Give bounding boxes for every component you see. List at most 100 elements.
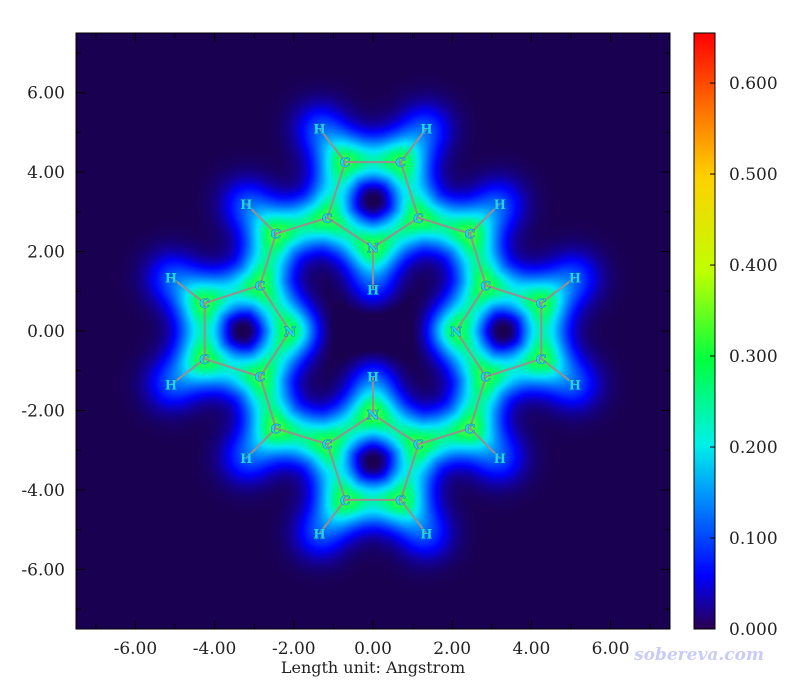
bond-line (318, 127, 347, 163)
atom-label: H (367, 371, 379, 386)
y-tick-label: 2.00 (27, 243, 65, 263)
bond-line (418, 216, 471, 235)
atom-label: C (481, 279, 491, 294)
x-axis-label: Length unit: Angstrom (281, 658, 465, 677)
bond-line (275, 216, 328, 235)
x-axis-ticks: -6.00 -4.00 -2.00 0.00 2.00 4.00 6.00 (95, 33, 651, 659)
bond-line (259, 376, 277, 429)
atom-label: H (494, 198, 506, 213)
watermark: sobereva.com (633, 645, 764, 665)
bond-line (275, 427, 328, 446)
atom-label: C (396, 494, 406, 509)
colorbar-tick-label: 0.400 (729, 256, 778, 276)
colorbar-tick-label: 0.500 (729, 165, 778, 185)
x-tick-label: -6.00 (114, 639, 158, 659)
bond-line (455, 284, 487, 332)
y-tick-label: -2.00 (21, 401, 65, 421)
y-tick-label: -6.00 (21, 560, 65, 580)
y-axis-ticks: 6.00 4.00 2.00 0.00 -2.00 -4.00 -6.00 (21, 52, 670, 610)
atom-label: H (569, 379, 581, 394)
atom-label: H (420, 122, 432, 137)
atom-label: C (536, 353, 546, 368)
plot-area: N N N N H H C C C C H H C C C C H H C C C C H H C C C C H H C C C C H H H H (75, 32, 671, 630)
bond-line (259, 284, 291, 332)
atom-label: H (494, 452, 506, 467)
x-tick-label: -2.00 (272, 639, 316, 659)
bond-line (399, 499, 428, 535)
colorbar-tick-label: 0.000 (729, 620, 778, 640)
colorbar: 0.000 0.100 0.200 0.300 0.400 0.500 0.600 (693, 32, 778, 640)
atoms-layer: N N N N H H C C C C H H C C C C H H C C C C H H C C C C H H C C C C H H H H (165, 122, 582, 543)
bond-line (326, 413, 374, 446)
bond-line (485, 284, 542, 305)
colorbar-ticks: 0.000 0.100 0.200 0.300 0.400 0.500 0.600 (710, 74, 778, 640)
bond-line (318, 499, 347, 535)
atom-label: N (367, 242, 379, 257)
atom-label: C (396, 156, 406, 171)
atom-label: C (255, 279, 265, 294)
atom-label: C (340, 494, 350, 509)
bond-line (372, 413, 420, 446)
atom-label: C (322, 438, 332, 453)
atom-label: C (413, 212, 423, 227)
x-tick-label: -4.00 (193, 639, 237, 659)
bond-line (204, 357, 261, 378)
atom-label: C (413, 438, 423, 453)
bond-line (170, 358, 206, 386)
atom-label: H (569, 271, 581, 286)
bond-line (469, 427, 501, 459)
bond-line (399, 127, 428, 163)
atom-label: C (322, 212, 332, 227)
density-heatmap-image (76, 33, 670, 629)
atom-label: H (367, 283, 379, 298)
x-tick-label: 2.00 (433, 639, 471, 659)
bond-line (326, 161, 347, 219)
x-tick-label: 4.00 (512, 639, 550, 659)
atom-label: C (200, 297, 210, 312)
atom-label: N (284, 325, 296, 340)
bond-line (540, 358, 576, 386)
bond-line (259, 330, 291, 378)
bond-line (204, 284, 261, 305)
colorbar-tick-label: 0.200 (729, 438, 778, 458)
bond-line (259, 233, 277, 286)
y-tick-label: 4.00 (27, 163, 65, 183)
atom-label: H (313, 528, 325, 543)
bond-line (399, 161, 420, 219)
atom-label: C (481, 371, 491, 386)
atom-label: C (200, 353, 210, 368)
x-tick-label: 0.00 (354, 639, 392, 659)
atom-label: H (165, 271, 177, 286)
bond-line (245, 427, 277, 459)
atom-label: H (313, 122, 325, 137)
atom-label: H (240, 452, 252, 467)
y-tick-label: 0.00 (27, 322, 65, 342)
bond-line (372, 216, 420, 249)
atom-label: H (240, 198, 252, 213)
bond-line (418, 427, 471, 446)
atom-label: C (340, 156, 350, 171)
atom-label: C (271, 422, 281, 437)
bond-line (399, 443, 420, 501)
colorbar-tick-label: 0.600 (729, 74, 778, 94)
bond-line (485, 357, 542, 378)
atom-label: C (465, 228, 475, 243)
atom-label: C (465, 422, 475, 437)
y-tick-label: -4.00 (21, 481, 65, 501)
bond-line (469, 233, 487, 286)
x-tick-label: 6.00 (592, 639, 630, 659)
bond-line (469, 203, 501, 235)
atom-label: N (367, 408, 379, 423)
bond-line (245, 203, 277, 235)
atom-label: H (165, 379, 177, 394)
atom-label: N (450, 325, 462, 340)
colorbar-tick-label: 0.100 (729, 529, 778, 549)
atom-label: C (536, 297, 546, 312)
bond-line (469, 376, 487, 429)
atom-label: C (271, 228, 281, 243)
bond-line (170, 276, 206, 304)
y-tick-label: 6.00 (27, 84, 65, 104)
colorbar-tick-label: 0.300 (729, 347, 778, 367)
atom-label: C (255, 371, 265, 386)
